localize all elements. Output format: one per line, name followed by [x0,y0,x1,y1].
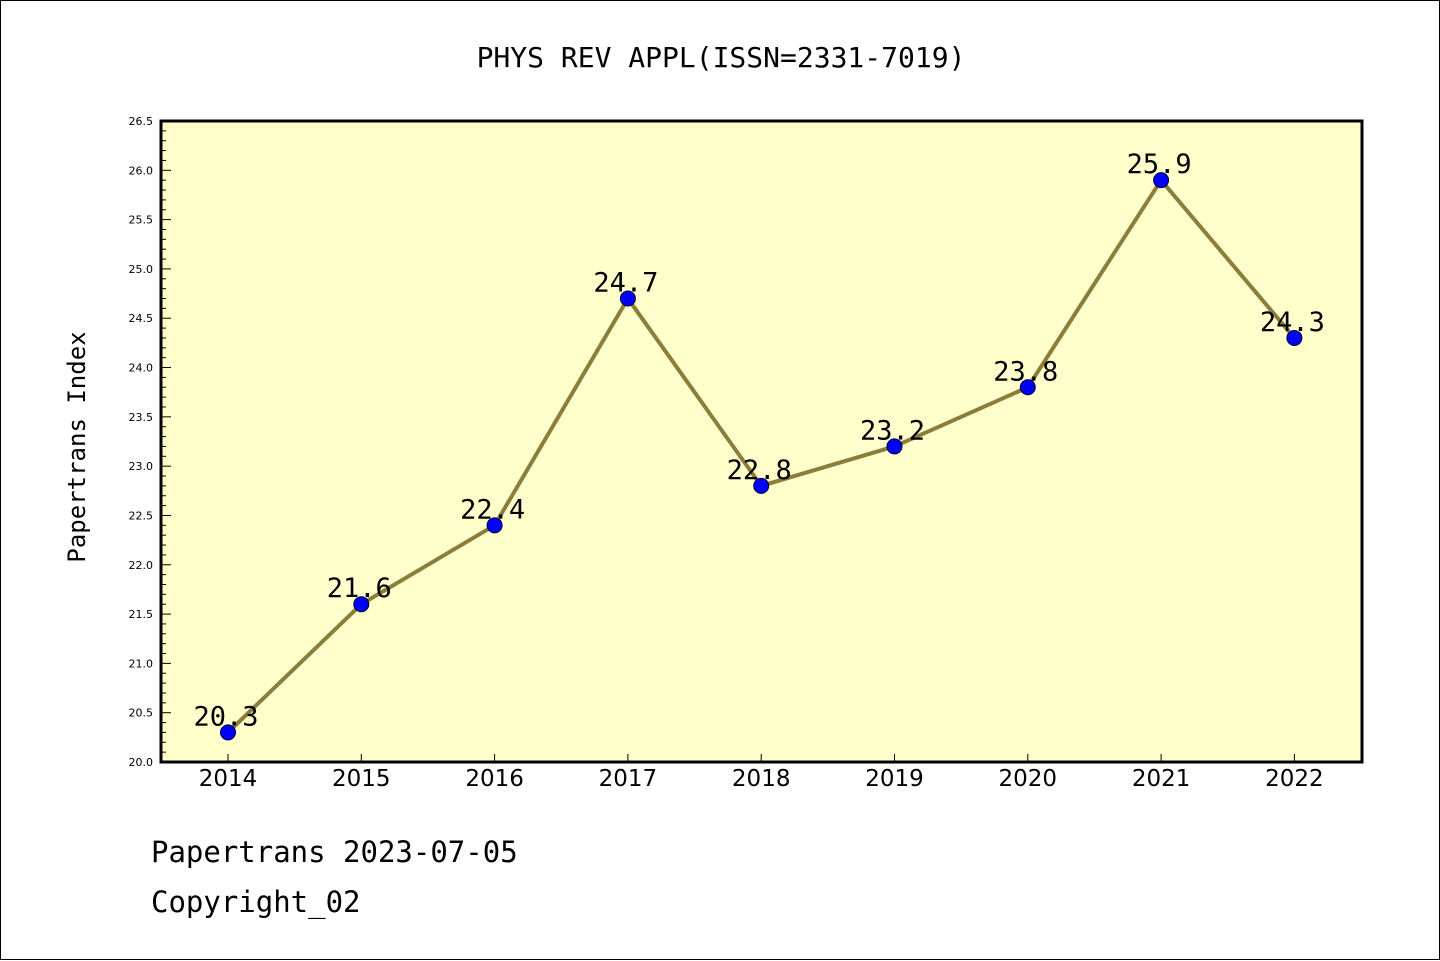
y-tick-label: 25.0 [129,263,154,276]
x-tick-label: 2015 [332,766,391,792]
x-tick-label: 2022 [1265,766,1324,792]
plot-area [161,121,1362,762]
x-tick-label: 2019 [865,766,924,792]
x-tick-label: 2014 [199,766,258,792]
y-tick-label: 23.0 [129,460,154,473]
y-tick-label: 21.5 [129,608,154,621]
x-axis-ticks: 2014 2015 2016 2017 2018 2019 2020 2021 2022 [199,754,1324,792]
data-point [1286,329,1303,346]
chart-title: PHYS REV APPL(ISSN=2331-7019) [477,41,966,74]
data-label: 20.3 [193,701,258,732]
footer-copyright: Copyright_02 [151,885,361,919]
x-tick-label: 2017 [599,766,658,792]
x-tick-label: 2021 [1132,766,1191,792]
data-label: 24.7 [593,268,658,299]
data-label: 25.9 [1127,149,1192,180]
y-tick-label: 22.0 [129,559,154,572]
x-tick-label: 2016 [465,766,524,792]
data-point [1153,172,1170,189]
data-point [220,724,236,741]
data-point [753,477,770,494]
data-label: 23.2 [860,415,925,446]
y-tick-label: 20.5 [129,707,154,720]
y-tick-label: 24.5 [129,312,154,325]
data-label: 23.8 [993,356,1058,387]
y-tick-label: 26.0 [129,164,154,177]
data-point [1019,379,1036,396]
plot-border [159,119,1364,764]
data-label: 22.8 [727,455,792,486]
x-tick-label: 2018 [732,766,791,792]
y-tick-label: 21.0 [129,657,154,670]
y-tick-label: 26.5 [129,115,154,128]
y-tick-label: 23.5 [129,411,154,424]
data-point [353,596,370,613]
y-axis-ticks: 20.0 20.5 21.0 21.5 22.0 22.5 23.0 23.5 24.0 24.5… [129,115,171,769]
y-tick-label: 22.5 [129,509,154,522]
y-tick-label: 25.5 [129,214,154,227]
data-point [886,438,903,455]
y-tick-label: 20.0 [129,756,154,769]
data-label: 21.6 [327,573,392,604]
y-axis-label: Papertrans Index [63,331,91,562]
data-series: 20.3 21.6 22.4 24.7 22.8 23.2 23.8 25.9 24.3 [193,149,1325,741]
data-point [486,517,503,534]
data-label: 24.3 [1260,307,1325,338]
footer-date-text: Papertrans 2023-07-05 [151,835,518,869]
x-tick-label: 2020 [999,766,1058,792]
data-label: 22.4 [460,494,525,525]
y-tick-label: 24.0 [129,362,154,375]
data-point [619,290,636,307]
